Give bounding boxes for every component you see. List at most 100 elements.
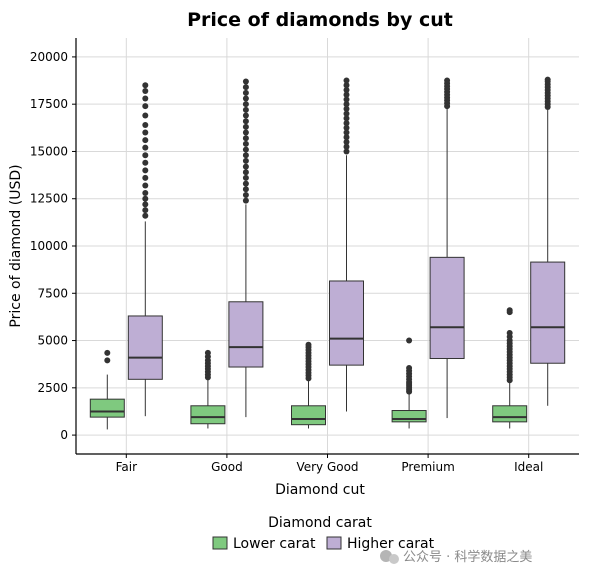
outlier-point	[343, 129, 350, 136]
x-tick-label: Good	[211, 460, 243, 474]
outlier-point	[242, 78, 249, 85]
box-group	[391, 337, 427, 429]
outlier-point	[242, 197, 249, 204]
y-tick-label: 12500	[30, 192, 68, 206]
wechat-icon-2	[389, 554, 399, 564]
outlier-point	[242, 140, 249, 147]
outlier-point	[142, 207, 149, 214]
outlier-point	[204, 349, 211, 356]
box	[127, 315, 163, 380]
outlier-point	[242, 186, 249, 193]
x-tick-label: Fair	[116, 460, 137, 474]
legend: Lower carat Higher carat	[212, 536, 435, 552]
outlier-point	[242, 123, 249, 130]
box-group	[530, 76, 566, 406]
y-tick-label: 2500	[37, 381, 68, 395]
y-tick-label: 15000	[30, 144, 68, 158]
box	[429, 256, 465, 360]
legend-swatch-higher-carat	[326, 536, 342, 550]
outlier-point	[104, 349, 111, 356]
outlier-point	[343, 105, 350, 112]
y-tick-label: 0	[60, 428, 68, 442]
outlier-point	[343, 143, 350, 150]
y-tick-label: 20000	[30, 50, 68, 64]
box-group	[492, 307, 528, 429]
watermark-text: 公众号 · 科学数据之美	[403, 549, 532, 565]
axes-layer: 0 2500 5000 7500 10000 12500 15000 17500 20000 Fa…	[30, 38, 579, 474]
outlier-point	[142, 95, 149, 102]
outlier-point	[343, 91, 350, 98]
outlier-point	[506, 329, 513, 336]
outlier-point	[406, 364, 413, 371]
outlier-point	[242, 152, 249, 159]
outlier-point	[406, 337, 413, 344]
box-group	[89, 349, 125, 430]
outlier-point	[343, 124, 350, 131]
outlier-point	[242, 118, 249, 125]
grid-layer	[76, 38, 579, 454]
outlier-point	[142, 167, 149, 174]
outlier-point	[104, 357, 111, 364]
outlier-point	[242, 135, 249, 142]
box	[89, 398, 125, 418]
outlier-point	[242, 163, 249, 170]
box-group	[329, 77, 364, 412]
outlier-point	[242, 191, 249, 198]
outlier-point	[242, 146, 249, 153]
outlier-point	[142, 87, 149, 94]
outlier-point	[343, 87, 350, 93]
outlier-point	[142, 152, 149, 159]
y-tick-label: 10000	[30, 239, 68, 253]
x-tick-label: Premium	[401, 460, 454, 474]
outlier-point	[506, 307, 513, 314]
x-tick-label: Very Good	[296, 460, 358, 474]
outlier-point	[142, 212, 149, 219]
legend-label-lower-carat: Lower carat	[233, 536, 316, 552]
outlier-point	[242, 174, 249, 181]
legend-label-higher-carat: Higher carat	[347, 536, 435, 552]
outlier-point	[343, 115, 350, 122]
outlier-point	[343, 77, 350, 84]
outlier-point	[242, 89, 249, 96]
outlier-point	[444, 77, 451, 84]
outlier-point	[142, 82, 149, 89]
y-tick-label: 17500	[30, 97, 68, 111]
outlier-point	[242, 169, 249, 176]
x-tick-label: Ideal	[514, 460, 543, 474]
outlier-point	[142, 174, 149, 181]
outlier-point	[343, 139, 350, 145]
legend-title: Diamond carat	[268, 515, 372, 531]
box	[291, 405, 326, 426]
y-tick-label: 7500	[37, 286, 68, 300]
boxes-layer	[89, 76, 566, 430]
outlier-point	[242, 106, 249, 113]
box-group	[429, 77, 465, 419]
box-group	[228, 78, 264, 418]
outlier-point	[544, 76, 551, 83]
y-tick-label: 5000	[37, 334, 68, 348]
outlier-point	[242, 129, 249, 136]
box	[391, 410, 427, 423]
outlier-point	[242, 101, 249, 108]
legend-swatch-lower-carat	[212, 536, 228, 550]
outlier-point	[343, 101, 350, 108]
box	[492, 405, 528, 423]
outlier-point	[242, 180, 249, 187]
outlier-point	[242, 84, 249, 91]
box	[228, 301, 264, 368]
watermark: 公众号 · 科学数据之美	[380, 549, 532, 565]
box-group	[190, 349, 226, 429]
box-group	[291, 341, 326, 429]
chart-title: Price of diamonds by cut	[187, 9, 453, 31]
box	[190, 405, 226, 425]
outlier-point	[305, 341, 312, 348]
outlier-point	[142, 201, 149, 208]
outlier-point	[142, 144, 149, 151]
outlier-point	[343, 82, 350, 89]
outlier-point	[343, 110, 350, 117]
outlier-point	[142, 195, 149, 202]
outlier-point	[343, 96, 350, 103]
outlier-point	[142, 137, 149, 144]
y-axis-label: Price of diamond (USD)	[8, 164, 24, 327]
